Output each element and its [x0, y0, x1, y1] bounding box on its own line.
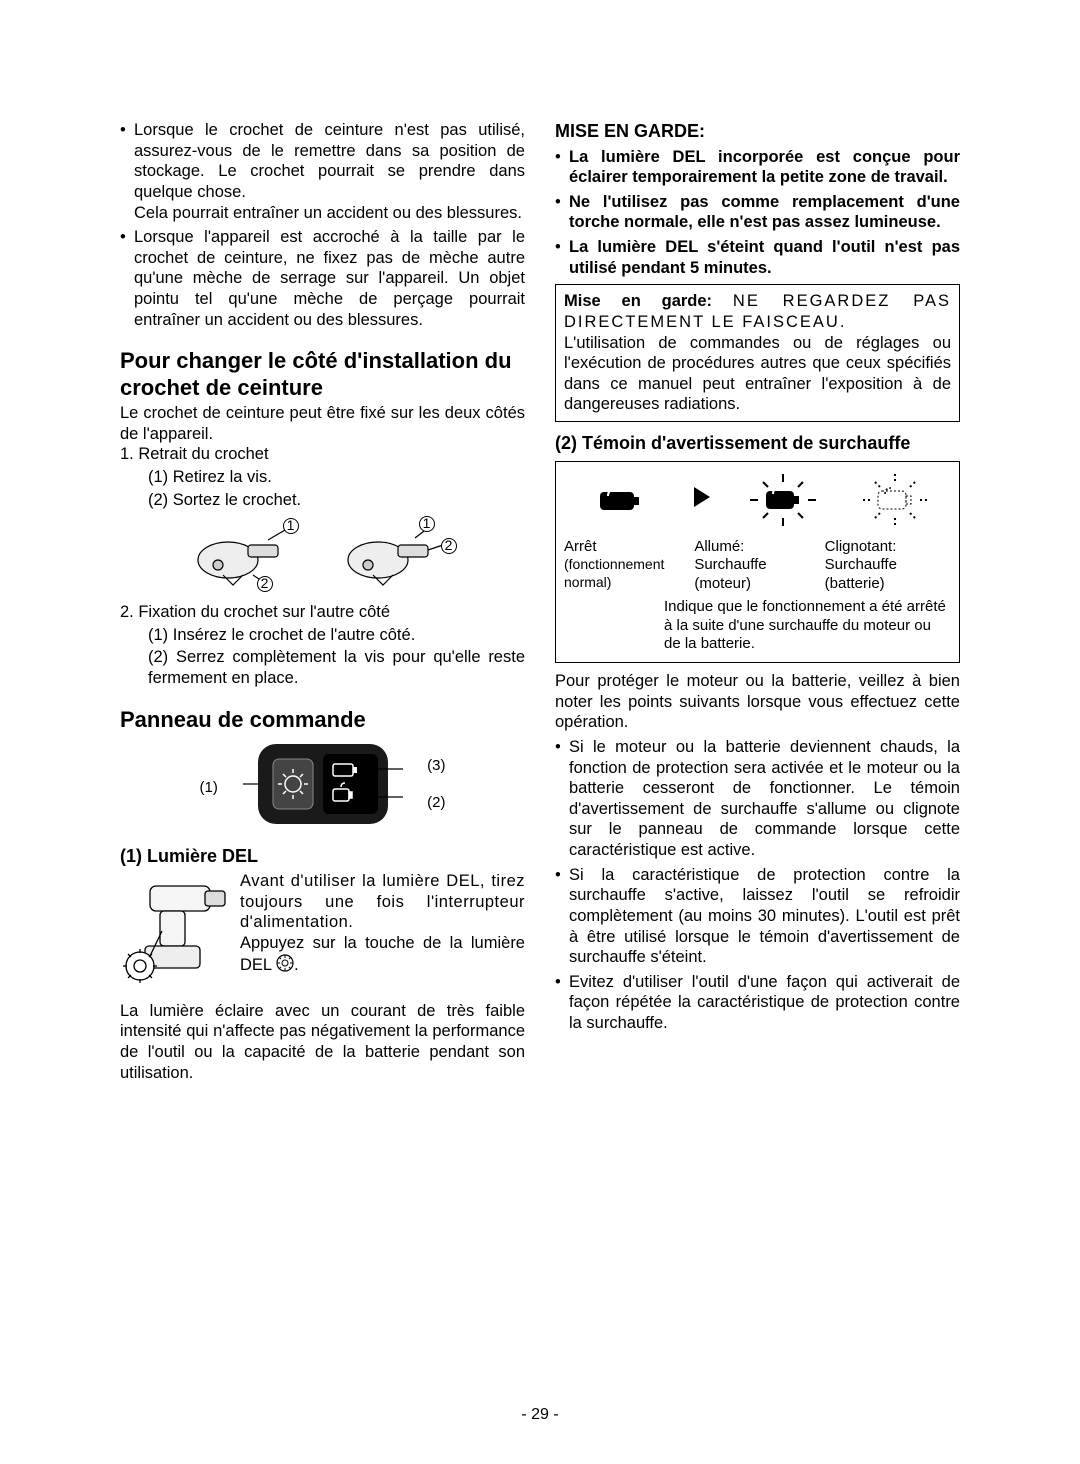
heading-overheat: (2) Témoin d'avertissement de surchauffe [555, 432, 960, 455]
protect-paragraph: Pour protéger le moteur ou la batterie, … [555, 671, 960, 733]
led-text: Avant d'utiliser la lumière DEL, tirez t… [240, 871, 525, 997]
label-col-lit: Allumé: Surchauffe (moteur) [694, 538, 820, 594]
label-flash-a: Clignotant: [825, 538, 951, 557]
bullet-sub: Cela pourrait entraîner un accident ou d… [134, 203, 525, 224]
battery-lit-icon [743, 470, 823, 530]
list-item: 2. Fixation du crochet sur l'autre côté [120, 602, 525, 623]
drill-illustration-right: 1 2 [343, 520, 453, 590]
right-column: MISE EN GARDE: • La lumière DEL incorpor… [555, 120, 960, 1402]
bullet-text: Lorsque le crochet de ceinture n'est pas… [134, 120, 525, 223]
bullet-item: • Si le moteur ou la batterie deviennent… [555, 737, 960, 861]
caution-bullet: La lumière DEL s'éteint quand l'outil n'… [569, 237, 960, 278]
bullet-mark: • [120, 227, 134, 330]
led-section: Avant d'utiliser la lumière DEL, tirez t… [120, 871, 525, 997]
callout-2: 2 [257, 576, 273, 592]
paragraph: Le crochet de ceinture peut être fixé su… [120, 403, 525, 444]
heading-change-side: Pour changer le côté d'installation du c… [120, 348, 525, 401]
protect-bullet: Evitez d'utiliser l'outil d'une façon qu… [569, 972, 960, 1034]
arrow-icon [692, 485, 712, 515]
page: • Lorsque le crochet de ceinture n'est p… [0, 0, 1080, 1464]
led-p2-b: . [294, 956, 299, 974]
sub-item: (2) Serrez complètement la vis pour qu'e… [148, 647, 525, 688]
callout-1: 1 [419, 516, 435, 532]
sub-item: (1) Insérez le crochet de l'autre côté. [148, 625, 525, 646]
warning-body: L'utilisation de commandes ou de réglage… [564, 333, 951, 416]
list-item: 1. Retrait du crochet [120, 444, 525, 465]
panel-callout-2: (2) [427, 794, 445, 813]
callout-1: 1 [283, 518, 299, 534]
callout-2: 2 [441, 538, 457, 554]
bullet-item: • La lumière DEL incorporée est conçue p… [555, 147, 960, 188]
bullet-mark: • [555, 192, 569, 233]
overheat-labels-row: Arrêt (fonctionnement normal) Allumé: Su… [564, 538, 951, 594]
label-off-b: (fonctionnement normal) [564, 556, 690, 591]
bullet-item: • Si la caractéristique de protection co… [555, 865, 960, 968]
protect-bullet: Si le moteur ou la batterie deviennent c… [569, 737, 960, 861]
bullet-item: • Evitez d'utiliser l'outil d'une façon … [555, 972, 960, 1034]
bullet-mark: • [555, 972, 569, 1034]
hook-removal-figure: 1 2 1 2 [120, 520, 525, 590]
bullet-text: Lorsque l'appareil est accroché à la tai… [134, 227, 525, 330]
control-panel-figure: (1) (3) (2) [120, 739, 525, 835]
panel-callout-1: (1) [200, 779, 218, 798]
overheat-icons-row [564, 470, 951, 530]
label-lit-b: Surchauffe (moteur) [694, 556, 820, 594]
heading-caution: MISE EN GARDE: [555, 120, 960, 143]
led-button-icon [276, 954, 294, 978]
sub-item: (2) Sortez le crochet. [148, 490, 525, 511]
panel-illustration: (1) (3) (2) [238, 739, 408, 835]
bullet-mark: • [555, 865, 569, 968]
numbered-list: 1. Retrait du crochet (1) Retirez la vis… [120, 444, 525, 510]
led-p1: Avant d'utiliser la lumière DEL, tirez t… [240, 871, 525, 933]
warning-heading-row: Mise en garde: NE REGARDEZ PAS DIRECTEME… [564, 291, 951, 332]
label-flash-b: Surchauffe (batterie) [825, 556, 951, 594]
bullet-item: • Lorsque l'appareil est accroché à la t… [120, 227, 525, 330]
heading-control-panel: Panneau de commande [120, 707, 525, 733]
protect-bullet: Si la caractéristique de protection cont… [569, 865, 960, 968]
label-off-a: Arrêt [564, 538, 690, 557]
bullet-mark: • [555, 737, 569, 861]
heading-led-light: (1) Lumière DEL [120, 845, 525, 868]
drill-led-illustration [120, 871, 230, 997]
led-p3: La lumière éclaire avec un courant de tr… [120, 1001, 525, 1084]
caution-bullet: La lumière DEL incorporée est conçue pou… [569, 147, 960, 188]
label-col-flash: Clignotant: Surchauffe (batterie) [825, 538, 951, 594]
bullet-item: • La lumière DEL s'éteint quand l'outil … [555, 237, 960, 278]
overheat-indicator-box: Arrêt (fonctionnement normal) Allumé: Su… [555, 461, 960, 664]
two-column-layout: • Lorsque le crochet de ceinture n'est p… [120, 120, 960, 1402]
battery-flash-icon [855, 470, 935, 530]
led-p2: Appuyez sur la touche de la lumière DEL … [240, 933, 525, 977]
label-lit-a: Allumé: [694, 538, 820, 557]
caution-bullet: Ne l'utilisez pas comme remplacement d'u… [569, 192, 960, 233]
panel-callout-3: (3) [427, 757, 445, 776]
left-column: • Lorsque le crochet de ceinture n'est p… [120, 120, 525, 1402]
numbered-list: 2. Fixation du crochet sur l'autre côté … [120, 602, 525, 689]
bullet-main: Lorsque le crochet de ceinture n'est pas… [134, 120, 525, 203]
bullet-mark: • [555, 237, 569, 278]
warning-label: Mise en garde: [564, 292, 712, 310]
warning-box: Mise en garde: NE REGARDEZ PAS DIRECTEME… [555, 284, 960, 422]
bullet-item: • Ne l'utilisez pas comme remplacement d… [555, 192, 960, 233]
drill-illustration-left: 1 2 [193, 520, 303, 590]
battery-off-icon [580, 470, 660, 530]
overheat-description: Indique que le fonctionnement a été arrê… [564, 598, 951, 654]
label-col-off: Arrêt (fonctionnement normal) [564, 538, 690, 594]
bullet-item: • Lorsque le crochet de ceinture n'est p… [120, 120, 525, 223]
sub-item: (1) Retirez la vis. [148, 467, 525, 488]
bullet-mark: • [120, 120, 134, 223]
bullet-mark: • [555, 147, 569, 188]
page-number: - 29 - [120, 1406, 960, 1424]
